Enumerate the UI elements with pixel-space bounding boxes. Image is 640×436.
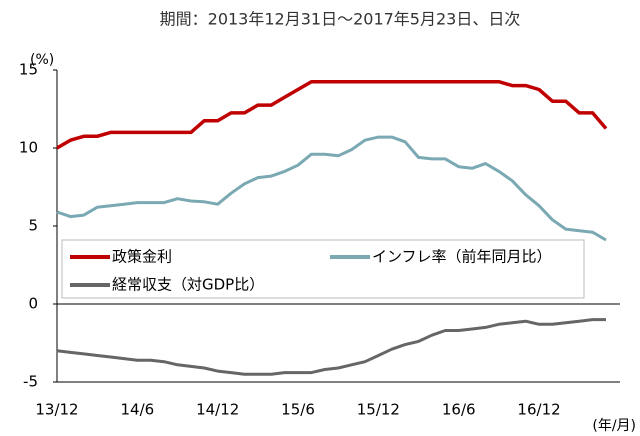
y-tick-label: 5 (28, 217, 38, 235)
legend-label: 経常収支（対GDP比） (112, 276, 264, 294)
x-unit: (年/月) (592, 418, 636, 434)
x-tick-label: 15/12 (357, 401, 400, 419)
x-tick-label: 14/12 (196, 401, 239, 419)
chart-title: 期間：2013年12月31日～2017年5月23日、日次 (160, 10, 521, 29)
x-tick-label: 13/12 (35, 401, 78, 419)
x-tick-label: 14/6 (120, 401, 154, 419)
legend-box (61, 239, 585, 299)
y-tick-label: -5 (23, 373, 38, 391)
legend-label: 政策金利 (112, 248, 172, 266)
x-tick-label: 16/6 (442, 401, 476, 419)
series-line (56, 79, 608, 150)
y-tick-label: 10 (19, 139, 38, 157)
legend-label: インフレ率（前年同月比） (372, 248, 552, 266)
y-tick-label: 15 (19, 61, 38, 79)
series-line (56, 318, 606, 376)
y-tick-label: 0 (28, 295, 38, 313)
x-tick-label: 16/12 (517, 401, 560, 419)
series-line (56, 135, 607, 242)
y-unit: (%) (30, 52, 54, 68)
x-tick-label: 15/6 (281, 401, 315, 419)
